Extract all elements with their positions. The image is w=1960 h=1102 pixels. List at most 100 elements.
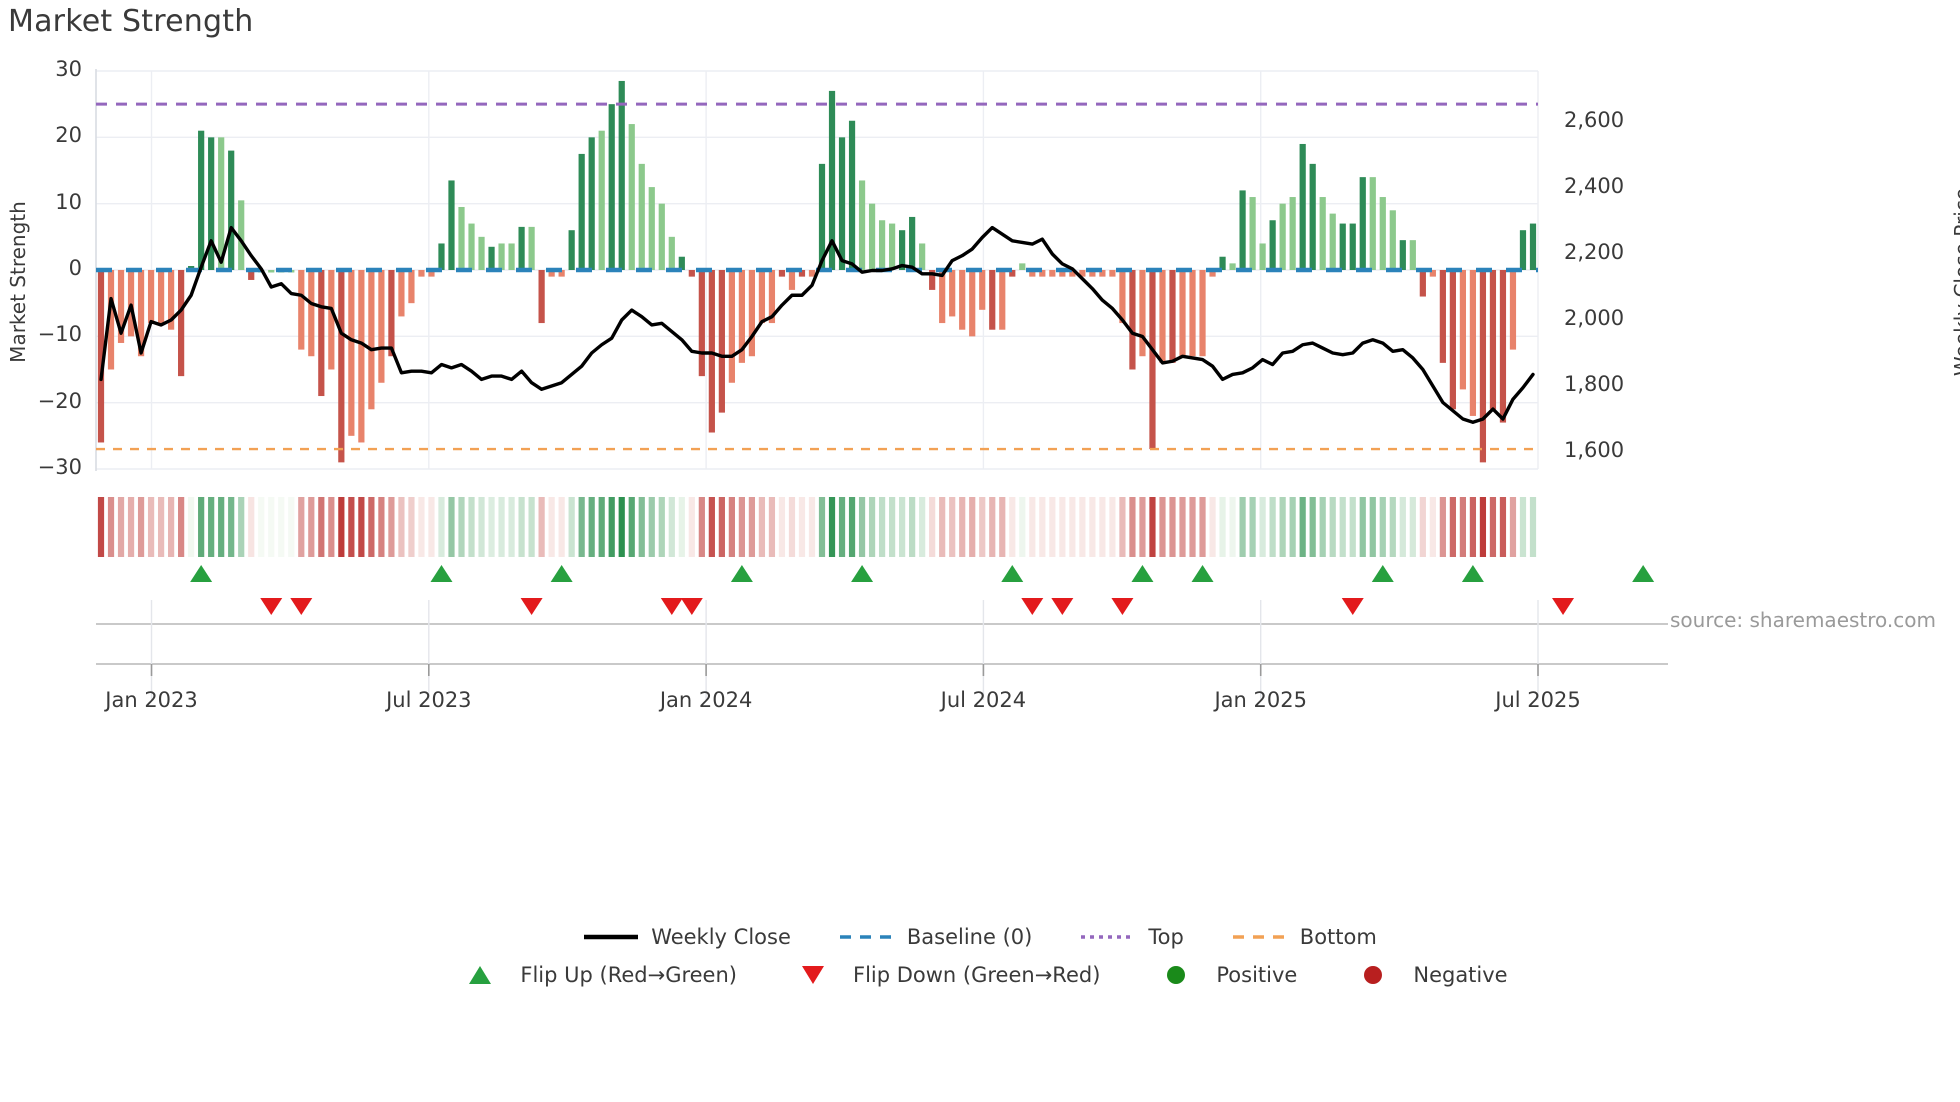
strength-bar: [1419, 270, 1426, 297]
legend-item[interactable]: Bottom: [1232, 925, 1377, 949]
heatmap-cell: [798, 497, 806, 557]
flip-up-marker: [730, 565, 753, 582]
legend-item[interactable]: Positive: [1148, 963, 1297, 987]
heatmap-cell: [228, 497, 235, 557]
flip-down-marker: [290, 598, 313, 615]
strength-bar: [628, 124, 635, 270]
heatmap-cell: [178, 497, 185, 557]
strength-bar: [858, 180, 866, 270]
strength-bar: [818, 163, 826, 270]
legend-item[interactable]: Weekly Close: [583, 925, 791, 949]
heatmap-cell: [868, 497, 876, 557]
heatmap-cell: [1339, 497, 1346, 557]
heatmap-cell: [568, 497, 575, 557]
strength-bar: [868, 203, 876, 270]
heatmap-cell: [1359, 497, 1366, 557]
heatmap-cell: [758, 497, 766, 557]
flip-up-marker: [1001, 565, 1024, 582]
heatmap-cell: [488, 497, 495, 557]
strength-bar: [1289, 197, 1296, 270]
strength-bar: [238, 200, 245, 270]
strength-bar: [1509, 270, 1517, 350]
strength-bar: [1149, 270, 1156, 450]
plot-canvas: [95, 69, 1668, 700]
strength-bar: [1439, 270, 1446, 363]
heatmap-cell: [929, 497, 936, 557]
heatmap-cell: [1529, 497, 1537, 557]
strength-bar: [1449, 270, 1456, 410]
heatmap-cell: [1409, 497, 1416, 557]
heatmap-cell: [1219, 497, 1226, 557]
x-tick-label: Jul 2023: [386, 688, 472, 712]
strength-bar: [248, 270, 255, 280]
strength-bar: [969, 270, 976, 337]
heatmap-cell: [1429, 497, 1436, 557]
dashed-line-icon: [839, 928, 895, 946]
heatmap-cell: [1289, 497, 1296, 557]
strength-bar: [1299, 143, 1306, 270]
heatmap-cell: [668, 497, 675, 557]
legend-item[interactable]: Negative: [1345, 963, 1508, 987]
strength-bar: [398, 270, 405, 317]
weekly-close-path: [99, 225, 1535, 424]
heatmap-cell: [1089, 497, 1096, 557]
heatmap-cell: [1479, 497, 1487, 557]
strength-bar: [1099, 270, 1106, 277]
heatmap-cell: [939, 497, 946, 557]
legend-item[interactable]: Baseline (0): [839, 925, 1032, 949]
strength-bar: [1429, 270, 1436, 277]
strength-bar: [878, 220, 886, 270]
flip-up-markers: [190, 565, 1655, 582]
heatmap-cell: [828, 497, 836, 557]
heatmap-cell: [1149, 497, 1156, 557]
strength-bar: [1399, 240, 1406, 270]
legend-item-label: Negative: [1413, 963, 1508, 987]
strength-bar: [929, 270, 936, 290]
strength-bar: [1079, 270, 1086, 277]
heatmap-cell: [698, 497, 705, 557]
strength-bar: [147, 270, 155, 324]
strength-bar: [778, 270, 786, 277]
heatmap-cell: [1459, 497, 1467, 557]
heatmap-cell: [1049, 497, 1056, 557]
flip-up-marker: [1371, 565, 1394, 582]
strength-bar: [338, 270, 345, 463]
legend-item[interactable]: Flip Up (Red→Green): [452, 963, 737, 987]
heatmap-cell: [1179, 497, 1186, 557]
heatmap-cell: [1249, 497, 1256, 557]
strength-bar: [548, 270, 555, 277]
strength-bar: [178, 270, 185, 377]
strength-bar: [1409, 240, 1416, 270]
strength-bar: [1309, 163, 1316, 270]
y-tick-left: −30: [37, 455, 82, 479]
strength-bar: [1199, 270, 1206, 357]
strength-heatmap-strip: [97, 497, 1537, 557]
strength-bar: [1129, 270, 1136, 370]
strength-bar: [1469, 270, 1477, 416]
strength-bar: [508, 243, 515, 270]
strength-bar: [127, 270, 135, 337]
strength-bar: [1499, 270, 1507, 423]
heatmap-cell: [1079, 497, 1086, 557]
flip-down-marker: [1111, 598, 1134, 615]
heatmap-cell: [558, 497, 565, 557]
heatmap-cell: [718, 497, 725, 557]
heatmap-cell: [238, 497, 245, 557]
heatmap-cell: [1279, 497, 1286, 557]
y-tick-right: 2,400: [1564, 174, 1625, 198]
legend-item[interactable]: Flip Down (Green→Red): [785, 963, 1100, 987]
heatmap-cell: [137, 497, 145, 557]
strength-bar: [658, 203, 665, 270]
page-title: Market Strength: [8, 4, 254, 39]
strength-bar: [1359, 177, 1366, 270]
heatmap-cell: [1259, 497, 1266, 557]
strength-bar: [578, 153, 585, 270]
strength-bar: [358, 270, 365, 443]
heatmap-cell: [1009, 497, 1016, 557]
heatmap-cell: [638, 497, 645, 557]
strength-bar: [538, 270, 545, 324]
strength-bar: [1139, 270, 1146, 357]
heatmap-cell: [728, 497, 735, 557]
flip-up-marker: [190, 565, 213, 582]
legend-item[interactable]: Top: [1080, 925, 1184, 949]
